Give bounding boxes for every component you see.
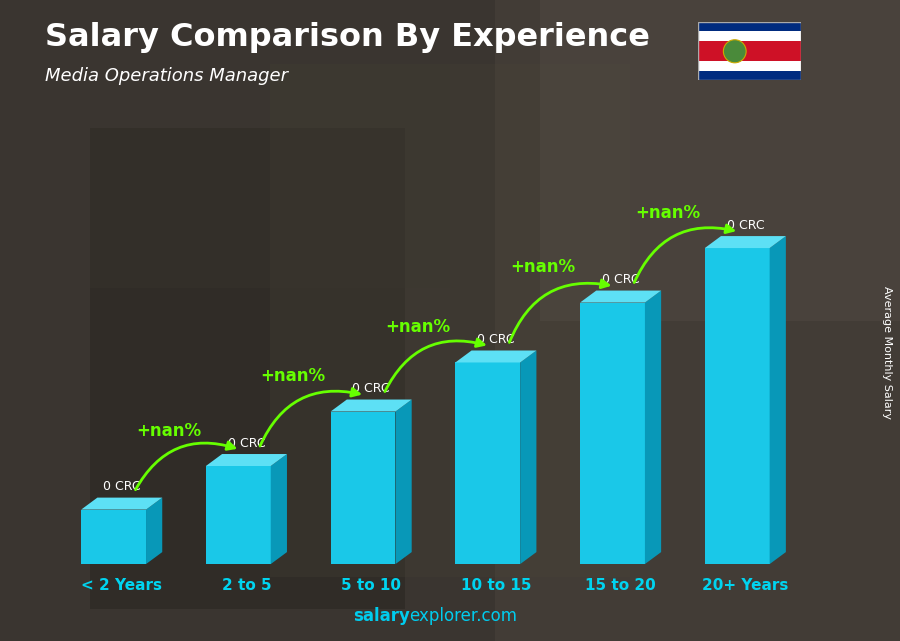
Polygon shape: [206, 454, 287, 466]
Text: +nan%: +nan%: [261, 367, 326, 385]
Polygon shape: [455, 351, 536, 362]
Polygon shape: [770, 236, 786, 564]
Polygon shape: [81, 497, 162, 510]
Ellipse shape: [724, 40, 746, 63]
Polygon shape: [580, 290, 662, 303]
Text: 0 CRC: 0 CRC: [602, 273, 639, 286]
Bar: [698, 62, 801, 71]
Bar: [81, 510, 146, 564]
Text: +nan%: +nan%: [136, 422, 201, 440]
Polygon shape: [395, 399, 411, 564]
Text: +nan%: +nan%: [385, 318, 451, 336]
Text: +nan%: +nan%: [634, 204, 700, 222]
Polygon shape: [271, 454, 287, 564]
Bar: [705, 248, 770, 564]
Text: 0 CRC: 0 CRC: [477, 333, 515, 346]
Text: 0 CRC: 0 CRC: [726, 219, 764, 231]
Text: 0 CRC: 0 CRC: [352, 382, 390, 395]
Bar: [270, 64, 630, 577]
Bar: [698, 71, 801, 80]
Bar: [206, 466, 271, 564]
Bar: [580, 303, 645, 564]
Polygon shape: [520, 351, 536, 564]
Text: Average Monthly Salary: Average Monthly Salary: [881, 286, 892, 419]
Text: 0 CRC: 0 CRC: [103, 480, 140, 494]
Text: 0 CRC: 0 CRC: [228, 437, 266, 450]
Bar: [0, 0, 450, 288]
Bar: [495, 0, 900, 641]
Bar: [540, 0, 900, 320]
Bar: [698, 22, 801, 31]
Text: salary: salary: [353, 607, 410, 625]
Polygon shape: [645, 290, 662, 564]
Polygon shape: [705, 236, 786, 248]
Text: +nan%: +nan%: [510, 258, 575, 276]
Text: Media Operations Manager: Media Operations Manager: [45, 67, 288, 85]
Bar: [698, 31, 801, 41]
Text: explorer.com: explorer.com: [410, 607, 518, 625]
Bar: [330, 412, 395, 564]
Bar: [698, 41, 801, 62]
Polygon shape: [330, 399, 411, 412]
Bar: [90, 128, 405, 609]
Bar: [455, 362, 520, 564]
Polygon shape: [146, 497, 162, 564]
Text: Salary Comparison By Experience: Salary Comparison By Experience: [45, 22, 650, 53]
